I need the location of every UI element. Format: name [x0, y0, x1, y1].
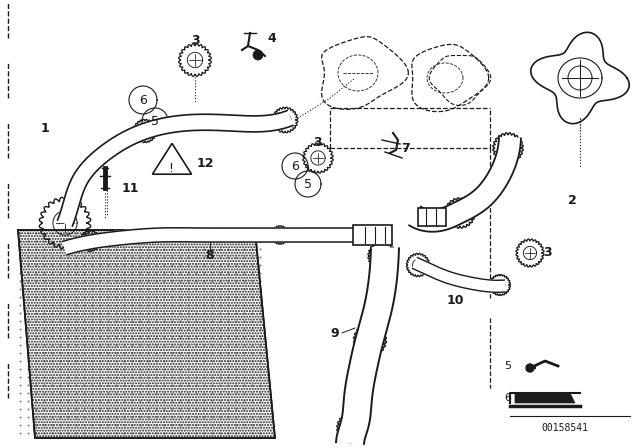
Polygon shape	[336, 248, 399, 444]
Text: 6: 6	[139, 94, 147, 107]
Text: 10: 10	[446, 293, 464, 306]
Polygon shape	[409, 138, 521, 232]
Polygon shape	[58, 111, 293, 226]
Text: 1: 1	[40, 121, 49, 134]
Polygon shape	[63, 228, 360, 255]
Bar	[418, 208, 446, 226]
Circle shape	[253, 50, 263, 60]
Text: 5: 5	[504, 361, 511, 371]
Text: 6: 6	[504, 393, 511, 403]
Text: 5: 5	[304, 177, 312, 190]
Text: 3: 3	[544, 246, 552, 258]
Text: !: !	[168, 161, 173, 175]
Text: 8: 8	[205, 249, 214, 262]
Text: 7: 7	[401, 142, 410, 155]
Text: 2: 2	[568, 194, 577, 207]
Text: 3: 3	[191, 34, 199, 47]
Circle shape	[526, 364, 534, 372]
Text: 6: 6	[291, 159, 299, 172]
Polygon shape	[18, 230, 275, 438]
FancyBboxPatch shape	[353, 225, 392, 245]
Text: 11: 11	[121, 181, 139, 194]
Text: 3: 3	[314, 135, 323, 148]
Text: 4: 4	[268, 31, 276, 44]
Text: 5: 5	[151, 115, 159, 128]
Text: 12: 12	[196, 156, 214, 169]
Text: 00158541: 00158541	[541, 423, 589, 433]
Polygon shape	[413, 258, 506, 292]
Text: 9: 9	[331, 327, 339, 340]
Polygon shape	[515, 393, 575, 403]
